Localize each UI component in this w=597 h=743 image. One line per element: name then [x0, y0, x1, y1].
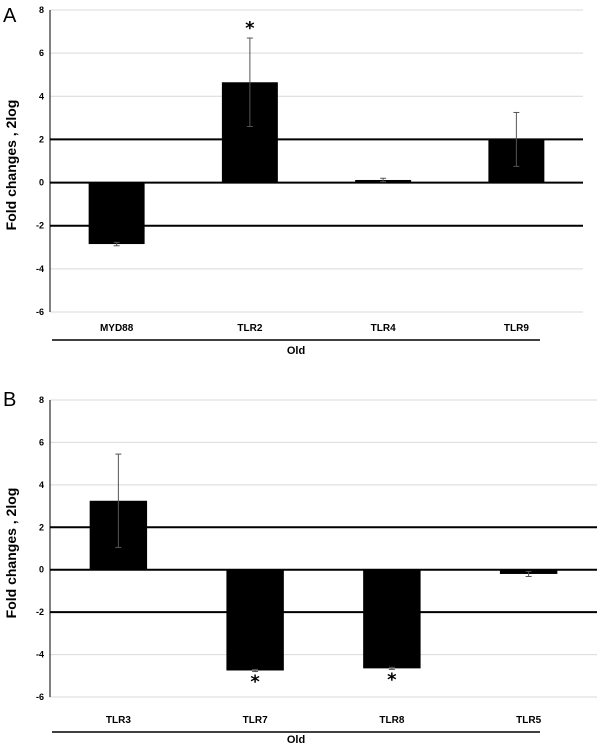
- y-tick-label: 8: [39, 5, 44, 15]
- y-tick-label: 2: [39, 522, 44, 532]
- category-label: TLR8: [379, 715, 404, 726]
- category-label: TLR2: [237, 323, 262, 334]
- y-tick-label: -6: [36, 307, 44, 317]
- significance-marker: *: [387, 669, 397, 690]
- category-label: TLR3: [106, 715, 131, 726]
- category-label: TLR9: [504, 323, 529, 334]
- y-tick-label: -6: [36, 692, 44, 702]
- y-axis-label: Fold changes , 2log: [3, 100, 19, 231]
- y-tick-label: -2: [36, 221, 44, 231]
- panel-letter: A: [3, 5, 17, 27]
- y-tick-label: 6: [39, 48, 44, 58]
- bar-tlr7: [226, 569, 284, 671]
- panel-b: B -6 -4 -2 0 2 4 6 8 TLR3 * TLR7 * TLR8 TLR5 Old Fold ch…: [3, 389, 597, 743]
- panel-a: A -6 -4 -2 0 2 4 6 8 MYD88 * TLR2 TLR4 TLR9 Old Fold ch…: [3, 5, 583, 357]
- category-label: TLR7: [243, 715, 268, 726]
- significance-marker: *: [245, 18, 255, 39]
- y-tick-label: -4: [36, 650, 44, 660]
- y-axis-label: Fold changes , 2log: [3, 488, 19, 619]
- group-label: Old: [287, 345, 305, 357]
- category-label: TLR4: [371, 323, 396, 334]
- y-tick-label: 0: [39, 178, 44, 188]
- panel-letter: B: [3, 389, 16, 411]
- y-tick-label: 2: [39, 134, 44, 144]
- y-tick-label: 8: [39, 395, 44, 405]
- category-label: TLR5: [516, 715, 541, 726]
- bar-myd88: [88, 182, 145, 245]
- y-tick-label: 4: [39, 480, 44, 490]
- y-tick-label: -2: [36, 607, 44, 617]
- category-label: MYD88: [100, 323, 134, 334]
- y-tick-label: 4: [39, 91, 44, 101]
- significance-marker: *: [250, 672, 260, 693]
- y-tick-label: 6: [39, 437, 44, 447]
- group-label: Old: [287, 734, 305, 743]
- bar-tlr8: [363, 569, 421, 669]
- y-tick-label: -4: [36, 264, 44, 274]
- y-tick-label: 0: [39, 565, 44, 575]
